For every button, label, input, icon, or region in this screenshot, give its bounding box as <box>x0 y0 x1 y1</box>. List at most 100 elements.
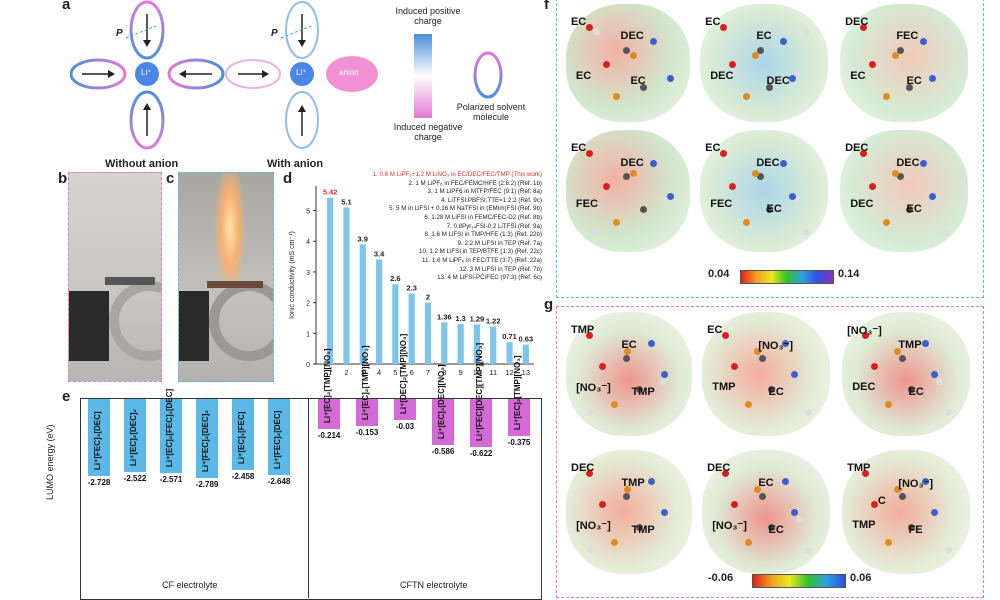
molecule-label: TMP <box>712 381 736 394</box>
atom-sphere <box>667 75 674 82</box>
atom-sphere <box>624 348 631 355</box>
anion-polarization-diagram <box>70 0 378 150</box>
molecule-label: DEC <box>845 15 869 28</box>
panel-b-label: b <box>58 170 68 187</box>
conductivity-bar <box>408 293 415 364</box>
atom-sphere <box>929 75 936 82</box>
atom-sphere <box>757 47 764 54</box>
without-anion-caption: Without anion <box>105 158 179 170</box>
atom-sphere <box>611 539 618 546</box>
conductivity-bar <box>392 284 399 364</box>
legend-entry: 13. 4 M LiFSI-PC/FEC (97:3) (Ref. 6c) <box>437 274 542 282</box>
legend-entry: 6. 1.28 M LiFSI in FEMC/FEC-D2 (Ref. 8b) <box>424 213 542 221</box>
molecule-label: EC <box>906 203 922 216</box>
conductivity-bar <box>375 259 383 364</box>
molecule-label: [NO₃⁻] <box>758 340 794 353</box>
lumo-value-label: -2.648 <box>267 476 291 486</box>
atom-sphere <box>794 70 801 77</box>
bar-value-label: 1.29 <box>470 314 485 323</box>
with-anion-caption: With anion <box>267 158 324 170</box>
molecule-label: DEC <box>766 74 790 87</box>
x-tick-label: 7 <box>426 368 430 377</box>
cf-lumo-bar <box>268 399 290 475</box>
molecule-label: FE <box>908 524 923 537</box>
conductivity-bar <box>522 344 529 364</box>
legend-positive-text: Induced positive charge <box>395 6 461 26</box>
lumo-value-label: -0.586 <box>431 447 455 457</box>
atom-sphere <box>936 378 943 385</box>
atom-sphere <box>613 219 620 226</box>
panel-a-label: a <box>62 0 71 13</box>
atom-sphere <box>869 183 876 190</box>
molecule-label: DEC <box>710 70 734 83</box>
no-flame-photo <box>68 172 162 382</box>
lumo-bar-formula: Li⁺[EC]₂[TMP][NO₃] <box>361 345 370 420</box>
atom-sphere <box>720 24 727 31</box>
molecule-label: EC <box>705 15 721 28</box>
lumo-bar-formula: Li⁺[EC]₁[FEC] <box>237 411 246 465</box>
atom-sphere <box>782 478 789 485</box>
atom-sphere <box>929 193 936 200</box>
atom-sphere <box>667 193 674 200</box>
atom-sphere <box>803 229 810 236</box>
lumo-bar-formula: Li⁺[EC]₂[DEC]₂ <box>129 408 138 466</box>
atom-sphere <box>603 183 610 190</box>
atom-sphere <box>894 486 901 493</box>
panel-f-label: f <box>544 0 549 13</box>
lumo-value-label: -2.458 <box>231 472 255 482</box>
atom-sphere <box>897 173 904 180</box>
panel-c-label: c <box>166 170 175 187</box>
molecule-label: EC <box>575 70 592 83</box>
lumo-value-label: -2.789 <box>195 479 219 489</box>
atom-sphere <box>754 486 761 493</box>
y-tick-label: 2 <box>306 301 310 308</box>
atom-sphere <box>586 150 593 157</box>
panel-f-scale-max: 0.14 <box>838 268 860 280</box>
atom-sphere <box>897 47 904 54</box>
atom-sphere <box>745 539 752 546</box>
lumo-bar-formula: Li⁺[FEC][DEC][TMP][NO₃] <box>475 342 484 441</box>
atom-sphere <box>722 470 729 477</box>
atom-sphere <box>593 229 600 236</box>
cftn-lumo-bar <box>432 399 454 446</box>
polarized-molecule-icon <box>473 51 503 99</box>
y-tick-label: 1 <box>306 331 310 338</box>
x-tick-label: 9 <box>459 368 463 377</box>
y-axis-label: Ionic conductivity (mS cm⁻¹) <box>289 231 296 319</box>
atom-sphere <box>623 493 630 500</box>
atom-sphere <box>593 29 600 36</box>
bar-value-label: 0.71 <box>502 332 517 341</box>
bar-value-label: 3.4 <box>374 250 385 259</box>
atom-sphere <box>922 478 929 485</box>
bar-value-label: 2.3 <box>406 283 416 292</box>
atom-sphere <box>603 61 610 68</box>
atom-sphere <box>794 196 801 203</box>
atom-sphere <box>883 219 890 226</box>
atom-sphere <box>892 52 899 59</box>
molecule-label: [NO₃⁻] <box>576 520 611 533</box>
atom-sphere <box>729 183 736 190</box>
x-tick-label: 13 <box>522 368 530 377</box>
atom-sphere <box>860 24 867 31</box>
atom-sphere <box>885 539 892 546</box>
panel-f-frame <box>556 0 984 298</box>
atom-sphere <box>630 52 637 59</box>
atom-sphere <box>908 386 915 393</box>
atom-sphere <box>780 38 787 45</box>
atom-sphere <box>623 173 630 180</box>
molecule-label: EC <box>906 74 922 87</box>
atom-sphere <box>943 229 950 236</box>
x-tick-label: 12 <box>505 368 513 377</box>
molecule-label: [NO₃⁻] <box>576 382 611 395</box>
legend-polarized-text: Polarized solvent molecule <box>456 102 526 122</box>
atom-sphere <box>754 348 761 355</box>
conductivity-bar <box>424 302 432 364</box>
molecule-label: FEC <box>896 29 919 42</box>
atom-sphere <box>611 401 618 408</box>
atom-sphere <box>745 401 752 408</box>
x-tick-label: 5 <box>393 368 397 377</box>
lumo-bar-formula: Li⁺[EC]₂[FEC]₁[DEC] <box>165 388 174 467</box>
atom-sphere <box>869 61 876 68</box>
y-tick-label: 3 <box>306 270 310 277</box>
molecule-label: C <box>877 494 886 507</box>
